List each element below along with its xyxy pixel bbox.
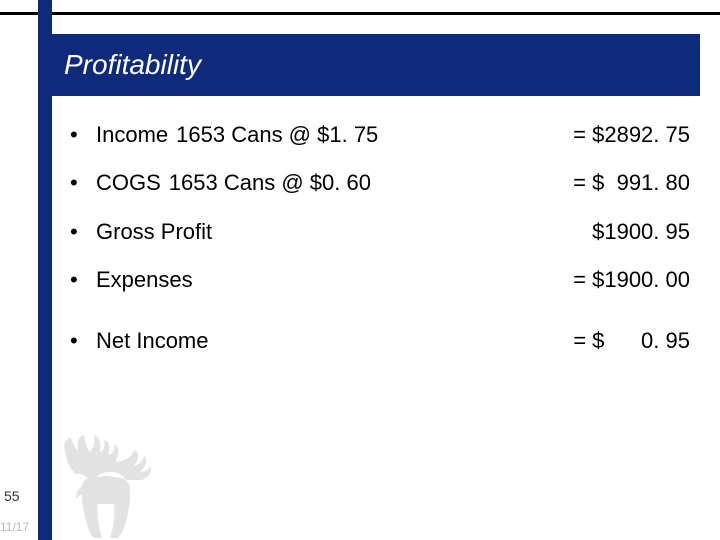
- slide-date: 11/17: [0, 520, 29, 534]
- content-area: •Income 1653 Cans @ $1. 75= $2892. 75•CO…: [70, 122, 690, 376]
- line-item: •COGS 1653 Cans @ $0. 60= $ 991. 80: [70, 170, 690, 196]
- line-value: = $2892. 75: [573, 122, 690, 148]
- slide-title: Profitability: [52, 49, 201, 81]
- line-value: = $ 991. 80: [573, 170, 690, 196]
- line-item: •Expenses = $1900. 00: [70, 267, 690, 293]
- line-detail: [209, 328, 574, 354]
- line-label: Net Income: [96, 328, 209, 354]
- line-detail: 1653 Cans @ $0. 60: [161, 170, 573, 196]
- line-item: •Gross Profit $1900. 95: [70, 219, 690, 245]
- bullet-icon: •: [70, 170, 96, 196]
- top-horizontal-rule: [0, 12, 720, 15]
- line-item: •Net Income = $ 0. 95: [70, 328, 690, 354]
- page-number: 55: [4, 488, 20, 504]
- line-detail: [193, 267, 574, 293]
- line-label: Gross Profit: [96, 219, 212, 245]
- bullet-icon: •: [70, 328, 96, 354]
- line-item: •Income 1653 Cans @ $1. 75= $2892. 75: [70, 122, 690, 148]
- line-value: = $1900. 00: [573, 267, 690, 293]
- line-value: $1900. 95: [574, 219, 690, 245]
- line-label: Expenses: [96, 267, 193, 293]
- bullet-icon: •: [70, 122, 96, 148]
- line-detail: 1653 Cans @ $1. 75: [168, 122, 573, 148]
- moose-icon: [46, 420, 166, 540]
- line-label: Income: [96, 122, 168, 148]
- line-detail: [212, 219, 574, 245]
- line-label: COGS: [96, 170, 161, 196]
- bullet-icon: •: [70, 219, 96, 245]
- title-bar: Profitability: [52, 34, 700, 96]
- line-value: = $ 0. 95: [573, 328, 690, 354]
- bullet-icon: •: [70, 267, 96, 293]
